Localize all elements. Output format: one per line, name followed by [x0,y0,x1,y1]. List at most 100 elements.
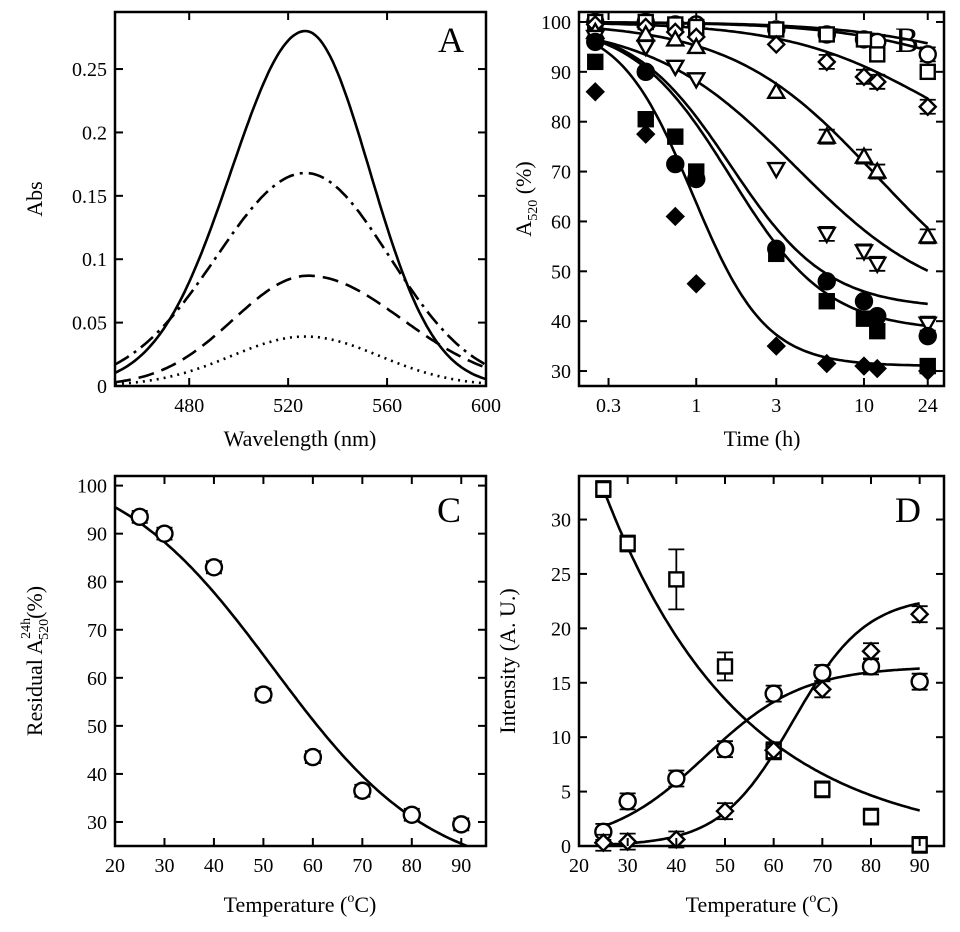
panel-b-point [665,206,685,227]
panel-d-point [619,535,636,552]
panel-d-xtick-label: 70 [812,855,832,877]
panel-d-xlabel-main: Temperature ( [686,892,810,917]
panel-b-point [688,163,705,180]
panel-d-point [715,739,735,759]
panel-b-point [854,356,874,376]
panel-c-ylabel-sup: 24h [19,618,34,639]
panel-b-point [917,225,938,244]
panel-d-xtick-label: 90 [910,855,930,877]
panel-a-xtick-label: 480 [174,395,204,417]
spectrum-line [115,274,486,384]
panel-d-letter: D [895,490,921,530]
panel-b-point [816,126,837,144]
panel-d-point [618,792,637,811]
panel-c-ylabel-main: Residual A [22,639,47,736]
panel-c-xtick-label: 60 [303,855,323,877]
panel-b-letter: B [895,20,919,60]
panel-d-xtick-label: 50 [715,855,735,877]
panel-a-xlabel: Wavelength (nm) [224,426,377,451]
spectrum-line [115,171,486,366]
panel-d-point [910,672,929,691]
panel-b-point [867,161,888,179]
panel-b-point [666,154,685,174]
fit-line [603,602,920,846]
panel-b-point [817,272,836,291]
panel-c-point [303,747,323,767]
panel-d-point [715,801,735,821]
panel-b-xtick-label: 1 [691,395,701,417]
panel-b-point [665,29,686,47]
panel-d-point [861,641,881,661]
panel-c-xlabel: Temperature (oC) [224,891,377,917]
panel-d-ytick-label: 15 [551,673,571,695]
panel-b-point [918,326,937,346]
panel-a-ytick-label: 0 [97,376,107,398]
panel-a-xtick-label: 560 [372,395,402,417]
panel-b-point [917,316,938,335]
panel-b-point [665,59,686,78]
panel-b-point [867,72,887,92]
panel-b-point [768,21,785,38]
panel-b-point [853,146,875,164]
panel-b-point [636,62,655,82]
panel-a-ytick-label: 0.1 [82,249,107,271]
panel-c-xtick-label: 50 [253,855,273,877]
panel-d: 20 30 40 50 60 70 80 90 0 5 10 15 20 25 30 D Temperatu… [495,474,946,917]
panel-b-point [919,63,936,81]
panel-b-point [855,31,873,48]
panel-c-ytick-label: 90 [87,524,107,546]
panel-c-ylabel-tail: (%) [22,586,47,619]
panel-b-xtick-label: 3 [771,395,781,417]
panel-c-frame [113,474,488,848]
panel-b-ytick-label: 40 [551,311,571,333]
panel-c-xtick-label: 80 [402,855,422,877]
panel-a-ytick-label: 0.25 [72,59,107,81]
panel-c-point [452,815,471,834]
panel-b-point [817,52,837,72]
panel-c-xlabel-tail: C) [354,892,376,917]
panel-b-point [918,45,937,64]
panel-b-point [816,226,837,245]
fit-line [595,38,929,272]
panel-c-point [402,805,421,824]
panel-c-ytick-label: 50 [87,716,107,738]
panel-b-ylabel: A520 (%) [511,161,541,236]
panel-d-xlabel-sup: o [809,891,816,906]
panel-c: 20 30 40 50 60 70 80 90 30 40 50 60 70 80 90 100 C Temp… [19,474,488,917]
panel-b-point [586,32,605,52]
panel-b-xtick-label: 0.3 [596,395,621,417]
panel-a-ylabel: Abs [22,181,47,216]
panel-c-xtick-label: 40 [204,855,224,877]
panel-d-ytick-label: 0 [561,836,571,858]
panel-c-ytick-label: 80 [87,572,107,594]
panel-d-point [764,684,783,703]
fit-line [602,488,921,812]
panel-b-point [766,81,787,99]
panel-b-point [869,46,886,63]
panel-b-point [637,111,654,128]
panel-b-point [585,82,605,102]
panel-b-ytick-label: 60 [551,211,571,233]
panel-d-point [862,808,880,825]
panel-d-point [593,833,614,853]
panel-a-letter: A [438,20,464,60]
panel-d-frame [577,474,946,848]
panel-b-ytick-label: 90 [551,62,571,84]
panel-b-point [855,310,873,327]
panel-b-ylabel-sub: 520 [526,200,541,221]
panel-b-ytick-label: 100 [541,12,571,34]
panel-c-xlabel-sup: o [347,891,354,906]
panel-c-xtick-label: 90 [451,855,471,877]
panel-b-ylabel-tail: (%) [511,161,536,199]
panel-b-frame [577,10,946,388]
panel-b-ytick-label: 30 [551,361,571,383]
panel-b-xtick-label: 24 [918,395,938,417]
panel-d-ytick-label: 20 [551,618,571,640]
panel-b-point [853,244,875,262]
panel-b-ytick-label: 50 [551,261,571,283]
panel-b-point [854,292,874,311]
panel-d-point [668,571,685,588]
panel-d-xtick-label: 40 [666,855,686,877]
panel-c-point [254,685,273,704]
